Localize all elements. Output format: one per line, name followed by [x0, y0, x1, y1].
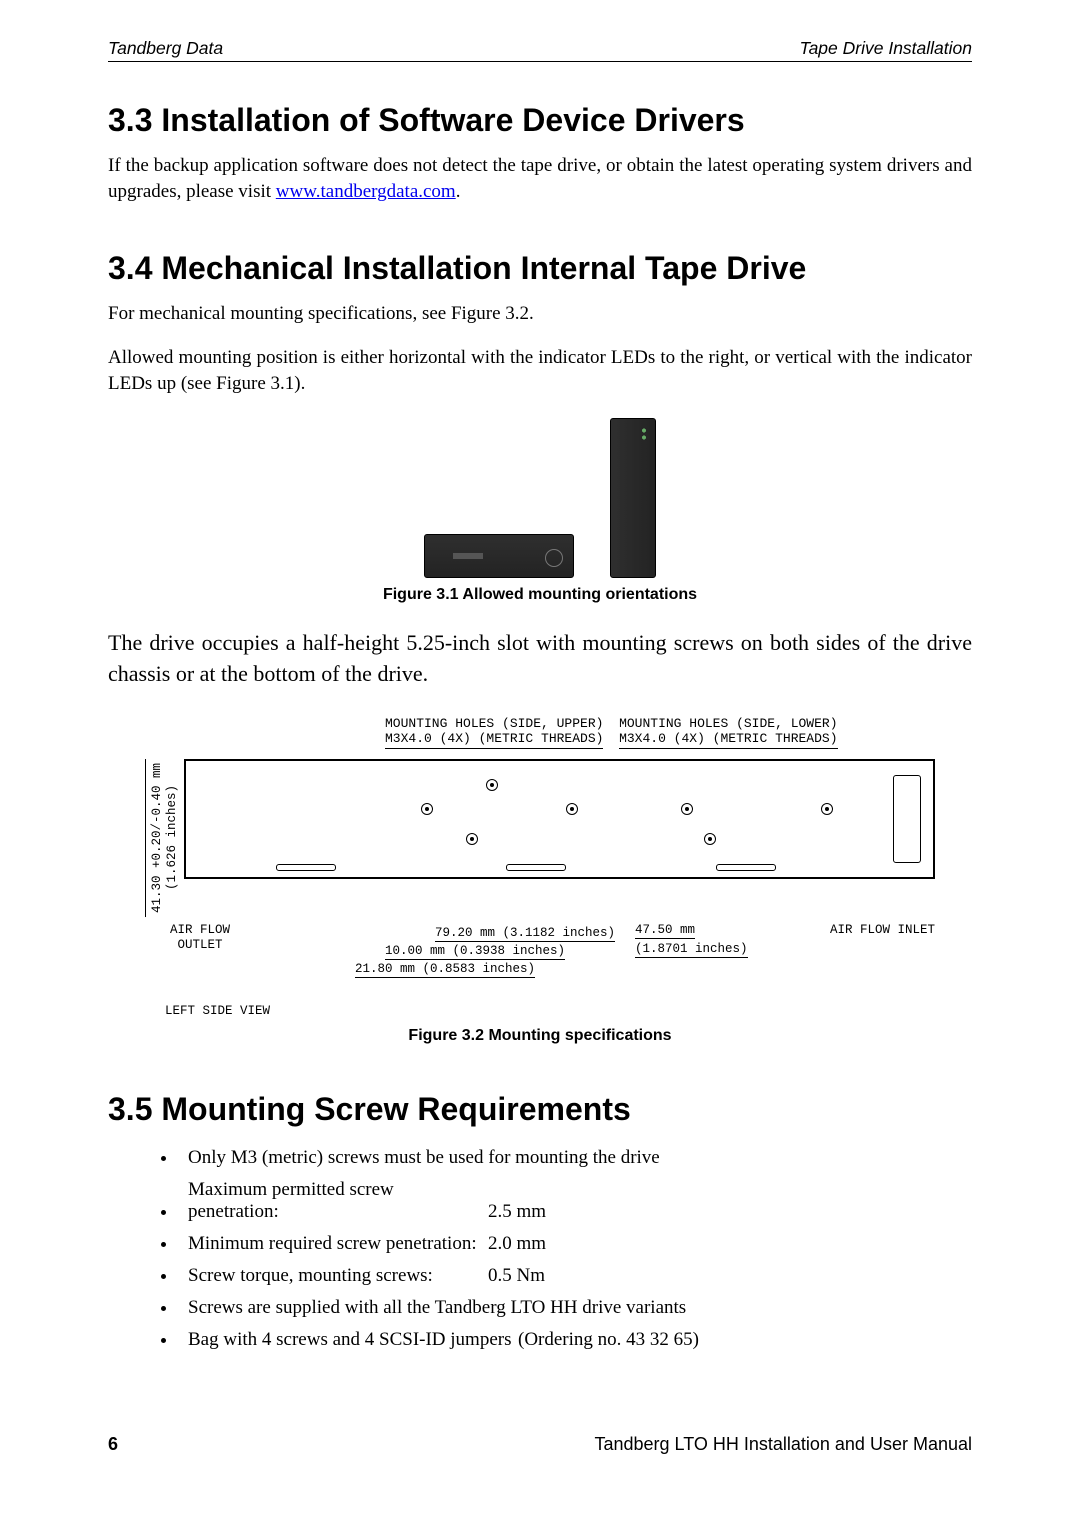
para-3-4-2: Allowed mounting position is either hori… [108, 345, 972, 396]
para-3-4-3: The drive occupies a half-height 5.25-in… [108, 628, 972, 690]
heading-3-3: 3.3 Installation of Software Device Driv… [108, 102, 972, 139]
figure-3-1-caption: Figure 3.1 Allowed mounting orientations [108, 586, 972, 604]
list-item-label: Maximum permitted screw penetration: [188, 1179, 488, 1223]
para-3-3-1-pre: If the backup application software does … [108, 155, 972, 202]
fig32-dim-79-20: 79.20 mm (3.1182 inches) [435, 926, 615, 942]
list-item-value: 2.0 mm [488, 1233, 546, 1255]
fig32-dim-10-00: 10.00 mm (0.3938 inches) [385, 944, 565, 960]
page-footer: 6 Tandberg LTO HH Installation and User … [108, 1434, 972, 1455]
list-item-value: (Ordering no. 43 32 65) [518, 1329, 699, 1351]
list-item-label: Minimum required screw penetration: [188, 1233, 488, 1255]
page-header: Tandberg Data Tape Drive Installation [108, 38, 972, 62]
list-item-label: Bag with 4 screws and 4 SCSI-ID jumpers [188, 1329, 518, 1351]
footer-title: Tandberg LTO HH Installation and User Ma… [594, 1434, 972, 1455]
list-item: Only M3 (metric) screws must be used for… [178, 1142, 972, 1174]
fig32-air-outlet-label: AIR FLOW OUTLET [145, 923, 255, 980]
fig32-label-upper: MOUNTING HOLES (SIDE, UPPER) M3X4.0 (4X)… [385, 716, 603, 749]
fig32-dim-47-50-in: (1.8701 inches) [635, 942, 748, 958]
para-3-3-1: If the backup application software does … [108, 153, 972, 204]
fig32-air-inlet-label: AIR FLOW INLET [815, 923, 935, 980]
figure-3-2-caption: Figure 3.2 Mounting specifications [108, 1027, 972, 1045]
figure-3-2: MOUNTING HOLES (SIDE, UPPER) M3X4.0 (4X)… [145, 716, 935, 1019]
header-left: Tandberg Data [108, 38, 223, 59]
fig32-drive-outline [184, 759, 935, 879]
list-item: Screw torque, mounting screws:0.5 Nm [178, 1260, 972, 1292]
fig32-label-lower: MOUNTING HOLES (SIDE, LOWER) M3X4.0 (4X)… [619, 716, 837, 749]
list-item-label: Screw torque, mounting screws: [188, 1265, 488, 1287]
heading-3-4: 3.4 Mechanical Installation Internal Tap… [108, 250, 972, 287]
fig32-dim-47-50: 47.50 mm [635, 923, 695, 939]
heading-3-5: 3.5 Mounting Screw Requirements [108, 1091, 972, 1128]
para-3-3-1-post: . [456, 181, 461, 202]
screw-requirements-list: Only M3 (metric) screws must be used for… [108, 1142, 972, 1356]
list-item-value: 2.5 mm [488, 1201, 546, 1223]
figure-3-1 [108, 418, 972, 578]
list-item: Maximum permitted screw penetration:2.5 … [178, 1174, 972, 1228]
para-3-4-1: For mechanical mounting specifications, … [108, 301, 972, 327]
fig32-dim-21-80: 21.80 mm (0.8583 inches) [355, 962, 535, 978]
list-item: Bag with 4 screws and 4 SCSI-ID jumpers(… [178, 1324, 972, 1356]
fig32-y-dimension: 41.30 +0.20/-0.40 mm (1.626 inches) [145, 759, 184, 917]
list-item: Minimum required screw penetration:2.0 m… [178, 1228, 972, 1260]
list-item-text: Screws are supplied with all the Tandber… [188, 1297, 686, 1318]
list-item-value: 0.5 Nm [488, 1265, 545, 1287]
list-item: Screws are supplied with all the Tandber… [178, 1292, 972, 1324]
tandberg-link[interactable]: www.tandbergdata.com [276, 181, 456, 202]
list-item-text: Only M3 (metric) screws must be used for… [188, 1147, 660, 1168]
page-number: 6 [108, 1434, 118, 1455]
fig32-view-label: LEFT SIDE VIEW [165, 1004, 935, 1019]
device-vertical-icon [610, 418, 656, 578]
header-right: Tape Drive Installation [799, 38, 972, 59]
device-horizontal-icon [424, 534, 574, 578]
